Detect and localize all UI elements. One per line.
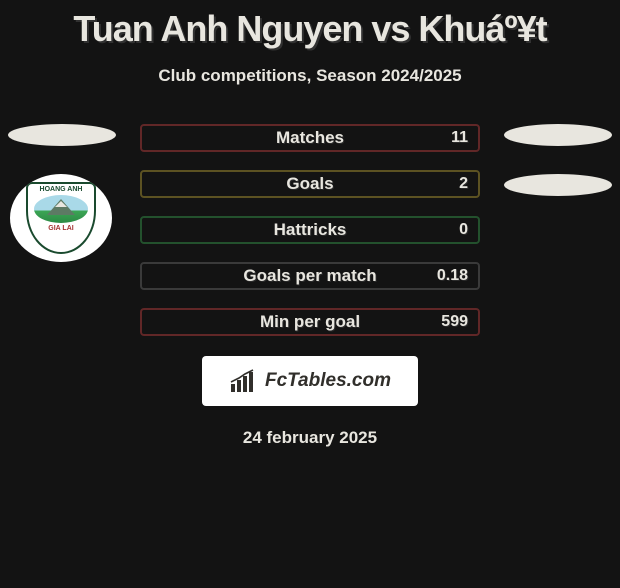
stat-bar: Min per goal 599: [140, 308, 480, 336]
subtitle: Club competitions, Season 2024/2025: [0, 66, 620, 86]
stat-bar: Goals per match 0.18: [140, 262, 480, 290]
badge-bottom-text: GIA LAI: [48, 225, 73, 232]
player-right-ellipse-1: [504, 124, 612, 146]
stat-bar: Matches 11: [140, 124, 480, 152]
badge-top-text: HOANG ANH: [40, 186, 83, 193]
page-title: Tuan Anh Nguyen vs Khuáº¥t: [0, 8, 620, 50]
player-left-ellipse: [8, 124, 116, 146]
stat-label: Matches: [276, 128, 344, 148]
team-badge-left: HOANG ANH GIA LAI: [10, 174, 112, 262]
stat-label: Hattricks: [274, 220, 347, 240]
stat-bar: Goals 2: [140, 170, 480, 198]
stat-value: 11: [451, 129, 468, 147]
stat-label: Goals per match: [243, 266, 376, 286]
stat-value: 0.18: [437, 267, 468, 285]
stat-bars: Matches 11 Goals 2 Hattricks 0 Goals per match…: [140, 124, 480, 336]
comparison-content: HOANG ANH GIA LAI Matches 11 Goals 2 Hattric…: [0, 124, 620, 448]
stat-label: Min per goal: [260, 312, 360, 332]
stat-value: 0: [459, 221, 468, 239]
footer-date: 24 february 2025: [0, 428, 620, 448]
player-right-column: [504, 124, 612, 224]
stat-value: 599: [441, 313, 468, 331]
logo-text: FcTables.com: [265, 370, 391, 392]
mountain-icon: [47, 199, 75, 215]
player-left-column: HOANG ANH GIA LAI: [8, 124, 116, 262]
fctables-logo-box: FcTables.com: [202, 356, 418, 406]
badge-shield-icon: HOANG ANH GIA LAI: [26, 182, 96, 254]
stat-value: 2: [459, 175, 468, 193]
stat-bar: Hattricks 0: [140, 216, 480, 244]
badge-scene-icon: [34, 195, 88, 223]
stat-label: Goals: [286, 174, 333, 194]
player-right-ellipse-2: [504, 174, 612, 196]
bar-chart-icon: [229, 368, 259, 394]
